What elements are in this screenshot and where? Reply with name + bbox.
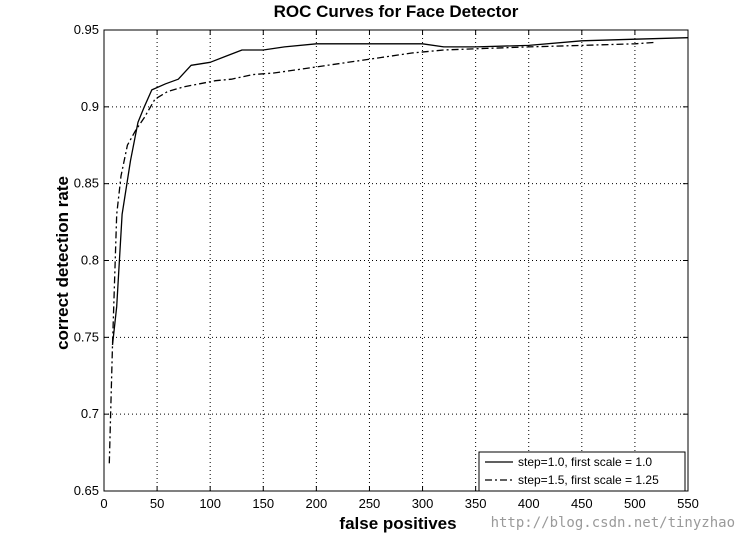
series-line-1 — [111, 37, 689, 346]
legend-box — [478, 451, 686, 492]
x-tick-label: 200 — [306, 496, 328, 511]
y-tick-label: 0.75 — [74, 329, 99, 344]
y-tick-label: 0.95 — [74, 22, 99, 37]
y-tick-label: 0.9 — [81, 99, 99, 114]
x-tick-label: 500 — [624, 496, 646, 511]
y-tick-label: 0.85 — [74, 176, 99, 191]
legend-entry-2: step=1.5, first scale = 1.25 — [518, 473, 659, 487]
series-line-2 — [108, 41, 657, 464]
x-tick-label: 400 — [518, 496, 540, 511]
x-tick-label: 450 — [571, 496, 593, 511]
x-tick-label: 150 — [252, 496, 274, 511]
x-tick-label: 50 — [150, 496, 164, 511]
y-axis-label: correct detection rate — [53, 176, 72, 350]
chart-title: ROC Curves for Face Detector — [274, 2, 519, 21]
x-tick-label: 100 — [199, 496, 221, 511]
y-tick-label: 0.65 — [74, 483, 99, 498]
watermark: http://blog.csdn.net/tinyzhao — [491, 515, 735, 531]
x-tick-label: 300 — [412, 496, 434, 511]
x-tick-label: 0 — [100, 496, 107, 511]
grid — [104, 30, 688, 491]
y-axis-ticks: 0.65 0.7 0.75 0.8 0.85 0.9 0.95 — [74, 22, 688, 498]
y-tick-label: 0.7 — [81, 406, 99, 421]
series-lines — [108, 37, 689, 464]
x-tick-label: 250 — [359, 496, 381, 511]
x-tick-label: 350 — [465, 496, 487, 511]
x-axis-label: false positives — [339, 514, 456, 533]
x-axis-ticks: 0 50 100 150 200 250 300 350 400 450 500 550 — [100, 30, 699, 511]
legend-entry-1: step=1.0, first scale = 1.0 — [518, 455, 652, 469]
x-tick-label: 550 — [677, 496, 699, 511]
y-tick-label: 0.8 — [81, 253, 99, 268]
legend: step=1.0, first scale = 1.0 step=1.5, fi… — [478, 451, 686, 492]
